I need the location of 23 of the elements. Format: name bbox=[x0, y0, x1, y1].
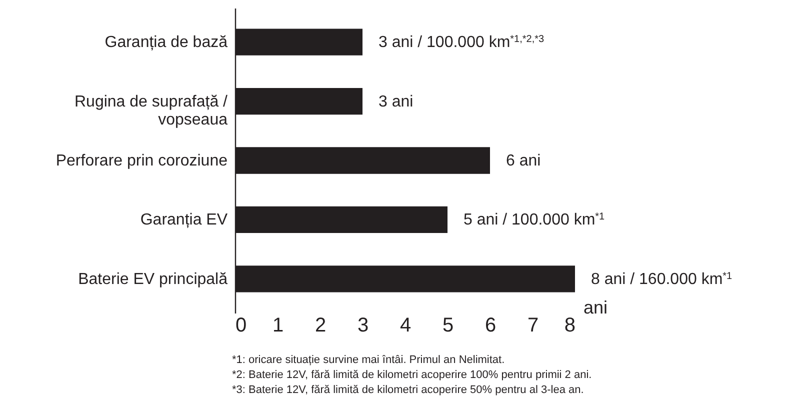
x-tick-label: 1 bbox=[272, 314, 284, 336]
x-tick-label: 3 bbox=[357, 314, 369, 336]
data-label: 3 ani bbox=[378, 93, 414, 110]
x-axis-title: ani bbox=[584, 298, 608, 318]
x-tick-label: 8 bbox=[564, 314, 576, 336]
x-tick-label: 6 bbox=[484, 314, 496, 336]
y-tick-label: Garanția de bază bbox=[104, 34, 228, 52]
y-tick-label: Garanția EV bbox=[140, 212, 228, 229]
data-label: 5 ani / 100.000 km$^{*1}$ bbox=[464, 211, 606, 229]
y-tick-label: Perforare prin coroziune bbox=[56, 152, 228, 170]
x-tick-label: 4 bbox=[400, 314, 412, 336]
x-tick-label: 0 bbox=[236, 314, 247, 336]
data-label: 8 ani / 160.000 km$^{*1}$ bbox=[591, 270, 733, 288]
text: *3: Baterie 12V, fără limită de kilometri acoperire 50% pentru al 3-lea an. bbox=[232, 383, 585, 398]
y-tick-label: Baterie EV principală bbox=[78, 270, 228, 288]
x-tick-label: 5 bbox=[442, 314, 454, 336]
x-tick-label: 2 bbox=[314, 314, 326, 336]
text: *1: oricare situație survine mai întâi. Primul an Nelimitat. bbox=[232, 353, 506, 368]
x-tick-label: 7 bbox=[527, 314, 539, 336]
data-label: 3 ani / 100.000 km$^{*1,*2,*3}$ bbox=[378, 34, 544, 52]
text: *2: Baterie 12V, fără limită de kilometri acoperire 100% pentru primii 2 ani. bbox=[232, 368, 592, 383]
y-tick-label: Rugina de suprafață / vopseaua bbox=[74, 93, 228, 128]
data-label: 6 ani bbox=[506, 152, 541, 170]
